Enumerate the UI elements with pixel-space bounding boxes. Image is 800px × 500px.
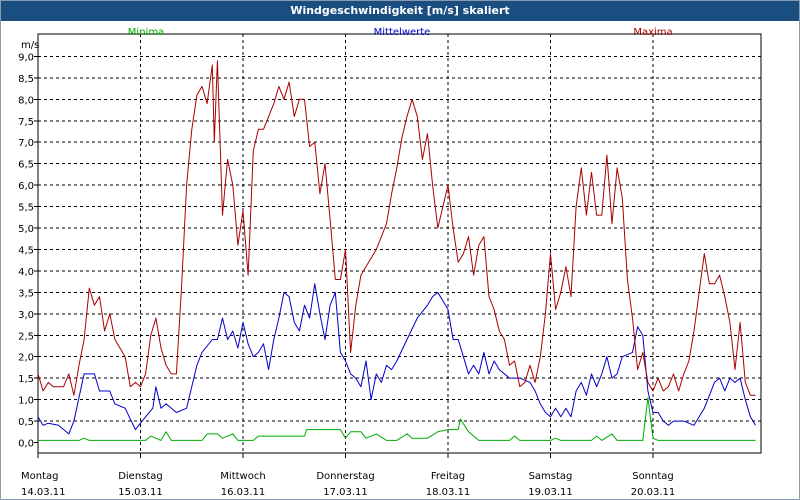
chart-title: Windgeschwindigkeit [m/s] skaliert [1, 1, 799, 21]
y-tick-label: 4,0 [18, 267, 34, 278]
x-tick-date: 19.03.11 [528, 487, 573, 498]
y-tick-label: 7,0 [18, 138, 34, 149]
y-tick-label: 8,0 [18, 95, 34, 106]
y-tick-label: 3,0 [18, 310, 34, 321]
series-line-minima [38, 397, 756, 441]
x-tick-day: Donnerstag [316, 471, 374, 482]
x-tick-date: 15.03.11 [118, 487, 163, 498]
y-tick-label: 2,5 [18, 331, 34, 342]
y-tick-label: 5,0 [18, 224, 34, 235]
y-tick-label: 5,5 [18, 203, 34, 214]
x-tick-date: 17.03.11 [323, 487, 368, 498]
y-tick-label: 6,0 [18, 181, 34, 192]
x-tick-day: Samstag [529, 471, 573, 482]
y-tick-label: 4,5 [18, 245, 34, 256]
legend-minima: Minima [128, 27, 164, 38]
y-tick-label: 2,0 [18, 353, 34, 364]
legend-mittelwerte: Mittelwerte [374, 27, 431, 38]
y-tick-label: 3,5 [18, 288, 34, 299]
x-tick-day: Freitag [431, 471, 465, 482]
x-axis: Montag 14.03.11 Dienstag 15.03.11 Mittwoch 16… [21, 453, 675, 498]
y-tick-label: 7,5 [18, 117, 34, 128]
y-tick-label: 9,0 [18, 52, 34, 63]
x-tick-date: 16.03.11 [221, 487, 266, 498]
x-tick-date: 14.03.11 [21, 487, 66, 498]
y-tick-label: 0,0 [18, 439, 34, 450]
series-line-mittelwerte [37, 283, 756, 435]
x-tick-day: Montag [21, 471, 58, 482]
x-tick-date: 18.03.11 [426, 487, 471, 498]
series-lines [37, 60, 756, 441]
x-tick-day: Sonntag [632, 471, 674, 482]
grid-lines [38, 34, 761, 453]
plot-border [37, 33, 762, 454]
y-axis-label: m/s [21, 40, 39, 51]
x-tick-day: Dienstag [118, 471, 163, 482]
x-tick-day: Mittwoch [220, 471, 265, 482]
y-tick-label: 1,5 [18, 374, 34, 385]
legend-maxima: Maxima [633, 27, 672, 38]
y-axis: 0,0 0,5 1,0 1,5 2,0 2,5 3,0 3,5 4,0 4,5 5,0 5,5 6,0 6… [18, 52, 38, 450]
y-tick-label: 0,5 [18, 417, 34, 428]
series-line-maxima [37, 60, 756, 396]
x-tick-date: 20.03.11 [631, 487, 676, 498]
y-tick-label: 1,0 [18, 396, 34, 407]
y-tick-label: 6,5 [18, 160, 34, 171]
y-tick-label: 8,5 [18, 74, 34, 85]
